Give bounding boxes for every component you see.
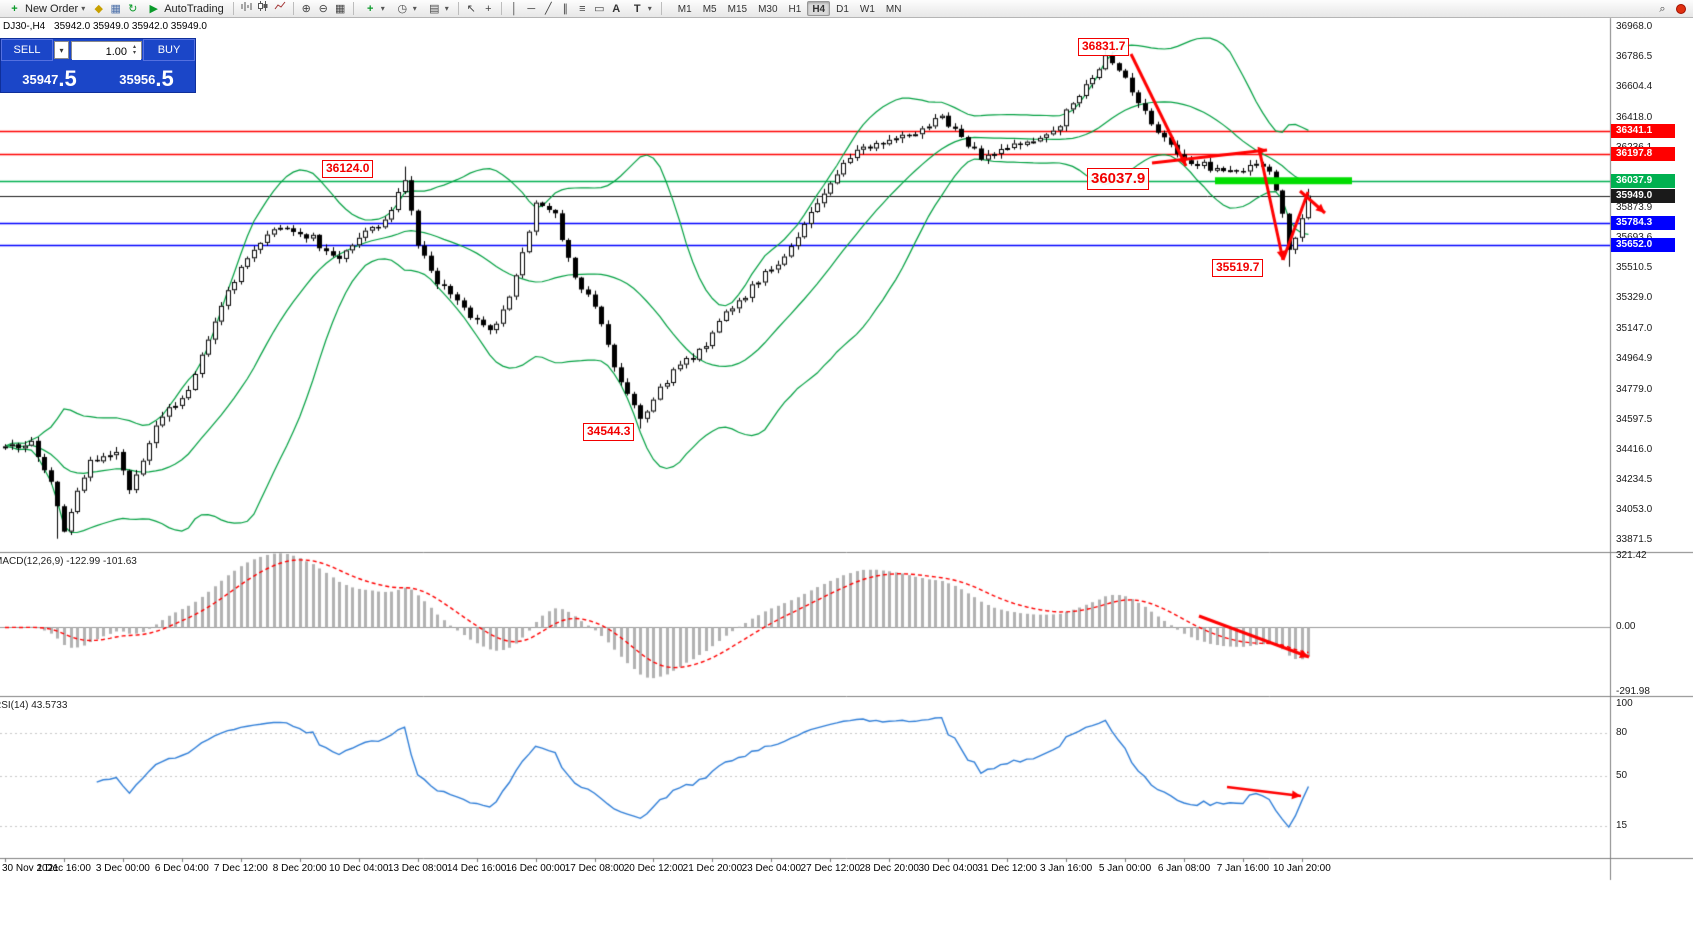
tile-windows-icon[interactable]: ▦ — [335, 2, 346, 15]
toolbar-separator — [660, 2, 662, 15]
chart-symbol-period: DJ30-,H4 — [3, 21, 46, 32]
alerts-icon[interactable] — [1676, 3, 1686, 14]
cursor-icon[interactable]: ↖ — [466, 2, 476, 15]
new-order-label: New Order — [25, 2, 79, 15]
toolbar-separator — [292, 2, 294, 15]
template-icon: ▤ — [429, 2, 440, 15]
line-chart-icon[interactable] — [273, 0, 288, 17]
price-annotation[interactable]: 36037.9 — [1087, 168, 1150, 190]
macd-label: MACD(12,26,9) -122.99 -101.63 — [0, 556, 137, 567]
price-annotation[interactable]: 34544.3 — [583, 423, 635, 441]
timeframe-button-w1[interactable]: W1 — [859, 4, 875, 15]
candlestick-chart-icon[interactable] — [256, 0, 271, 17]
search-icon[interactable]: ⌕ — [1659, 2, 1666, 15]
clock-icon: ◷ — [397, 2, 408, 15]
profiles-icon[interactable]: ▦ — [110, 2, 121, 15]
crosshair-icon[interactable]: + — [485, 2, 492, 15]
sell-price[interactable]: 35947 .5 — [1, 61, 98, 92]
channel-icon[interactable]: ∥ — [562, 2, 569, 15]
periods-button[interactable]: ◷ ▾ — [391, 1, 421, 17]
chevron-down-icon: ▾ — [380, 4, 385, 13]
chart-ohlc-values: 35942.0 35949.0 35942.0 35949.0 — [54, 21, 207, 32]
sell-price-frac: .5 — [58, 66, 77, 91]
volume-input[interactable] — [72, 44, 141, 60]
indicators-button[interactable]: + ▾ — [359, 1, 389, 17]
toolbar-separator — [352, 2, 354, 15]
trade-panel-menu-icon[interactable]: ▾ — [54, 41, 69, 59]
shapes-icon[interactable]: ▭ — [594, 2, 605, 15]
new-order-icon: + — [11, 2, 18, 15]
toolbar-separator — [457, 2, 459, 15]
volume-increase-icon[interactable]: ▴ — [132, 44, 136, 50]
chevron-down-icon: ▾ — [444, 4, 449, 13]
zoom-in-icon[interactable]: ⊕ — [301, 2, 311, 15]
vertical-line-icon[interactable]: │ — [510, 2, 518, 15]
toolbar-right-group: ⌕ — [1655, 1, 1690, 17]
price-annotation[interactable]: 35519.7 — [1212, 259, 1264, 277]
rsi-label: RSI(14) 43.5733 — [0, 700, 68, 711]
volume-box: ▴ ▾ — [71, 41, 142, 60]
chart-ohlc-header: DJ30-,H4 35942.0 35949.0 35942.0 35949.0 — [3, 21, 213, 32]
autotrading-label: AutoTrading — [164, 2, 224, 15]
bar-chart-icon[interactable] — [239, 0, 254, 17]
horizontal-line-icon[interactable]: ─ — [527, 2, 536, 15]
timeframe-button-mn[interactable]: MN — [885, 4, 902, 15]
indicators-icon: + — [367, 2, 374, 15]
timeframe-button-m15[interactable]: M15 — [727, 4, 748, 15]
templates-button[interactable]: ▤ ▾ — [423, 1, 453, 17]
new-order-button[interactable]: + New Order ▾ — [3, 1, 89, 17]
toolbar-separator — [500, 2, 502, 15]
refresh-icon[interactable]: ↻ — [128, 2, 138, 15]
timeframe-button-m1[interactable]: M1 — [677, 4, 692, 15]
price-annotation[interactable]: 36831.7 — [1078, 38, 1130, 56]
zoom-out-icon[interactable]: ⊖ — [318, 2, 328, 15]
timeframe-button-d1[interactable]: D1 — [836, 4, 849, 15]
sell-price-int: 35947 — [22, 72, 59, 87]
arrow-tools-button[interactable]: T ▾ — [626, 1, 656, 17]
fibonacci-icon[interactable]: ≡ — [579, 2, 586, 15]
autotrading-play-icon: ▶ — [149, 2, 158, 15]
arrow-tools-icon: T — [633, 2, 641, 15]
mql-icon[interactable]: ◆ — [94, 2, 103, 15]
chevron-down-icon: ▾ — [412, 4, 417, 13]
toolbar-separator — [232, 2, 234, 15]
timeframe-group: M1 M5 M15 M30 H1 H4 D1 W1 MN — [673, 1, 907, 16]
buy-price-frac: .5 — [155, 66, 174, 91]
volume-decrease-icon[interactable]: ▾ — [132, 50, 136, 56]
timeframe-button-h4[interactable]: H4 — [807, 1, 831, 16]
timeframe-button-m30[interactable]: M30 — [758, 4, 778, 15]
chevron-down-icon: ▾ — [81, 4, 86, 13]
autotrading-button[interactable]: ▶ AutoTrading — [142, 1, 228, 17]
text-label-icon[interactable]: A — [612, 2, 621, 15]
sell-button[interactable]: SELL — [1, 39, 53, 61]
price-annotation[interactable]: 36124.0 — [322, 160, 374, 178]
one-click-trading-panel: SELL ▾ ▴ ▾ BUY 35947 .5 35956 .5 — [0, 38, 196, 93]
chevron-down-icon: ▾ — [647, 4, 652, 13]
trendline-icon[interactable]: ╱ — [544, 2, 552, 15]
buy-price[interactable]: 35956 .5 — [98, 61, 195, 92]
buy-button[interactable]: BUY — [143, 39, 195, 61]
buy-price-int: 35956 — [119, 72, 156, 87]
timeframe-button-h1[interactable]: H1 — [788, 4, 802, 15]
timeframe-button-m5[interactable]: M5 — [702, 4, 717, 15]
main-toolbar: + New Order ▾ ◆ ▦ ↻ ▶ AutoTrading ⊕ ⊖ ▦ … — [0, 0, 1693, 18]
